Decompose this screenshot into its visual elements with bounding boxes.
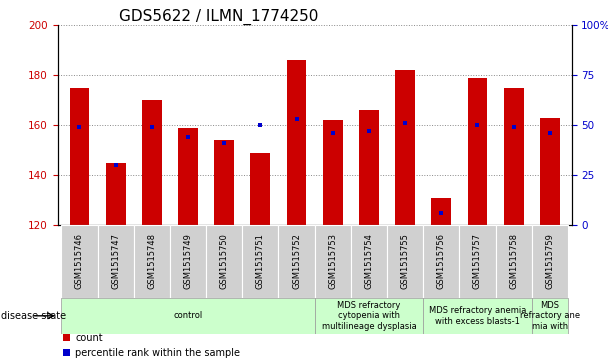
Bar <box>460 225 496 298</box>
Text: GSM1515755: GSM1515755 <box>401 233 410 289</box>
Text: control: control <box>173 311 202 320</box>
Bar <box>532 225 568 298</box>
Text: GSM1515752: GSM1515752 <box>292 233 301 289</box>
Text: GSM1515759: GSM1515759 <box>545 233 554 289</box>
Bar <box>61 298 315 334</box>
Bar <box>431 197 451 225</box>
Bar <box>351 225 387 298</box>
Bar <box>178 128 198 225</box>
Bar <box>423 298 532 334</box>
Bar <box>387 225 423 298</box>
Text: GSM1515751: GSM1515751 <box>256 233 265 289</box>
Text: GSM1515749: GSM1515749 <box>184 233 193 289</box>
Bar <box>496 225 532 298</box>
Bar <box>359 110 379 225</box>
Bar <box>315 225 351 298</box>
Bar <box>206 225 242 298</box>
Bar <box>278 225 315 298</box>
Bar <box>503 88 523 225</box>
Bar <box>142 100 162 225</box>
Bar <box>532 298 568 334</box>
Text: GSM1515747: GSM1515747 <box>111 233 120 289</box>
Text: GSM1515758: GSM1515758 <box>509 233 518 289</box>
Bar <box>286 60 306 225</box>
Legend: count, percentile rank within the sample: count, percentile rank within the sample <box>63 333 240 358</box>
Text: MDS refractory
cytopenia with
multilineage dysplasia: MDS refractory cytopenia with multilinea… <box>322 301 416 331</box>
Bar <box>106 163 126 225</box>
Bar <box>69 88 89 225</box>
Text: MDS
refractory ane
mia with: MDS refractory ane mia with <box>520 301 580 331</box>
Text: GSM1515757: GSM1515757 <box>473 233 482 289</box>
Bar <box>61 225 97 298</box>
Text: GSM1515753: GSM1515753 <box>328 233 337 289</box>
Bar <box>323 120 343 225</box>
Bar <box>423 225 460 298</box>
Text: GDS5622 / ILMN_1774250: GDS5622 / ILMN_1774250 <box>119 9 319 25</box>
Bar <box>540 118 560 225</box>
Text: GSM1515756: GSM1515756 <box>437 233 446 289</box>
Bar <box>97 225 134 298</box>
Bar <box>250 153 271 225</box>
Bar <box>214 140 234 225</box>
Text: GSM1515748: GSM1515748 <box>147 233 156 289</box>
Text: GSM1515750: GSM1515750 <box>219 233 229 289</box>
Text: disease state: disease state <box>1 311 66 321</box>
Bar <box>242 225 278 298</box>
Text: MDS refractory anemia
with excess blasts-1: MDS refractory anemia with excess blasts… <box>429 306 526 326</box>
Text: GSM1515746: GSM1515746 <box>75 233 84 289</box>
Bar <box>315 298 423 334</box>
Bar <box>395 70 415 225</box>
Bar <box>468 78 488 225</box>
Text: GSM1515754: GSM1515754 <box>364 233 373 289</box>
Bar <box>170 225 206 298</box>
Bar <box>134 225 170 298</box>
